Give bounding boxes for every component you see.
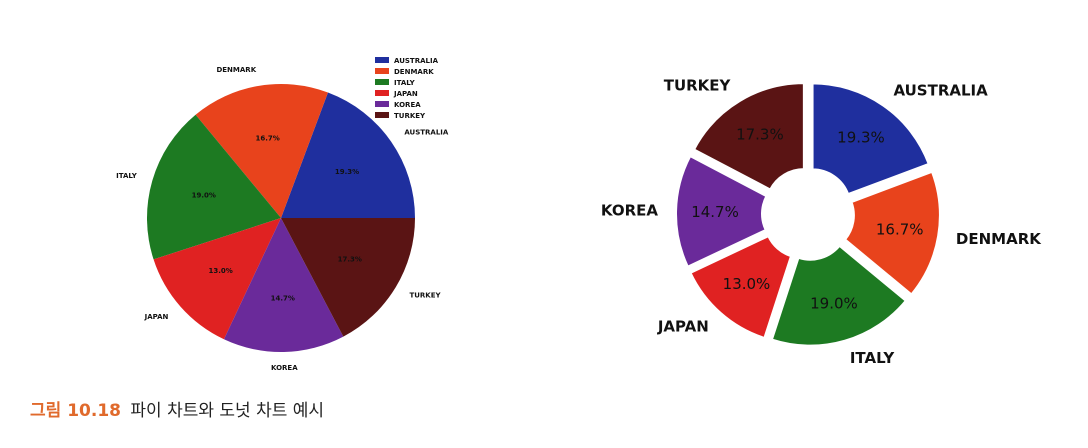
- donut-pct-korea: 14.7%: [691, 203, 739, 221]
- pie-pct-turkey: 17.3%: [338, 256, 362, 264]
- legend-swatch-australia: [375, 57, 389, 63]
- donut-pct-italy: 19.0%: [810, 294, 858, 312]
- pie-slice-italy: [147, 114, 281, 260]
- pie-label-australia: AUSTRALIA: [404, 128, 449, 136]
- donut-label-turkey: TURKEY: [664, 77, 732, 95]
- caption-text: 파이 차트와 도넛 차트 예시: [130, 401, 325, 421]
- donut-chart: 19.3% AUSTRALIA 16.7% DENMARK 19.0% ITALY 13.0…: [601, 77, 1042, 367]
- pie-label-italy: ITALY: [116, 172, 138, 180]
- pie-slice-japan: [153, 218, 281, 340]
- pie-pct-korea: 14.7%: [271, 294, 295, 302]
- donut-pct-denmark: 16.7%: [876, 220, 924, 238]
- donut-label-australia: AUSTRALIA: [893, 82, 988, 100]
- legend-label-turkey: TURKEY: [394, 112, 426, 120]
- legend-swatch-japan: [375, 90, 389, 96]
- donut-slice-korea: [675, 154, 768, 268]
- pie-slice-korea: [223, 218, 344, 352]
- donut-pct-australia: 19.3%: [837, 129, 885, 147]
- donut-slice-australia: [811, 82, 930, 196]
- legend-label-korea: KOREA: [394, 101, 421, 109]
- legend-swatch-turkey: [375, 112, 389, 118]
- figure-number: 그림 10.18: [30, 401, 121, 421]
- pie-pct-denmark: 16.7%: [256, 135, 280, 143]
- pie-slice-denmark: [195, 84, 328, 218]
- legend-label-italy: ITALY: [394, 79, 416, 87]
- donut-slice-denmark: [843, 170, 941, 296]
- pie-label-korea: KOREA: [271, 364, 298, 370]
- donut-slice-italy: [770, 244, 908, 347]
- legend-label-japan: JAPAN: [393, 90, 418, 98]
- legend-swatch-italy: [375, 79, 389, 85]
- legend-swatch-denmark: [375, 68, 389, 74]
- legend-label-australia: AUSTRALIA: [394, 57, 439, 65]
- donut-label-denmark: DENMARK: [956, 230, 1042, 248]
- donut-pct-japan: 13.0%: [723, 275, 771, 293]
- donut-label-korea: KOREA: [601, 202, 658, 220]
- legend-label-denmark: DENMARK: [394, 68, 434, 76]
- legend-swatch-korea: [375, 101, 389, 107]
- donut-label-italy: ITALY: [850, 349, 895, 367]
- figure-caption: 그림 10.18 파이 차트와 도넛 차트 예시: [30, 396, 324, 421]
- pie-pct-italy: 19.0%: [192, 192, 216, 200]
- pie-slice-australia: [281, 92, 415, 218]
- pie-pct-australia: 19.3%: [335, 168, 359, 176]
- pie-chart: AUSTRALIA 19.3% DENMARK 16.7% ITALY 19.0% JAPA…: [116, 57, 449, 370]
- pie-label-denmark: DENMARK: [216, 66, 256, 74]
- pie-slice-turkey: [281, 218, 415, 337]
- donut-pct-turkey: 17.3%: [736, 125, 784, 143]
- pie-pct-japan: 13.0%: [209, 267, 233, 275]
- pie-label-turkey: TURKEY: [409, 292, 441, 300]
- donut-slice-japan: [689, 234, 793, 340]
- donut-slice-turkey: [692, 82, 805, 191]
- donut-label-japan: JAPAN: [657, 318, 709, 336]
- pie-label-japan: JAPAN: [144, 313, 169, 321]
